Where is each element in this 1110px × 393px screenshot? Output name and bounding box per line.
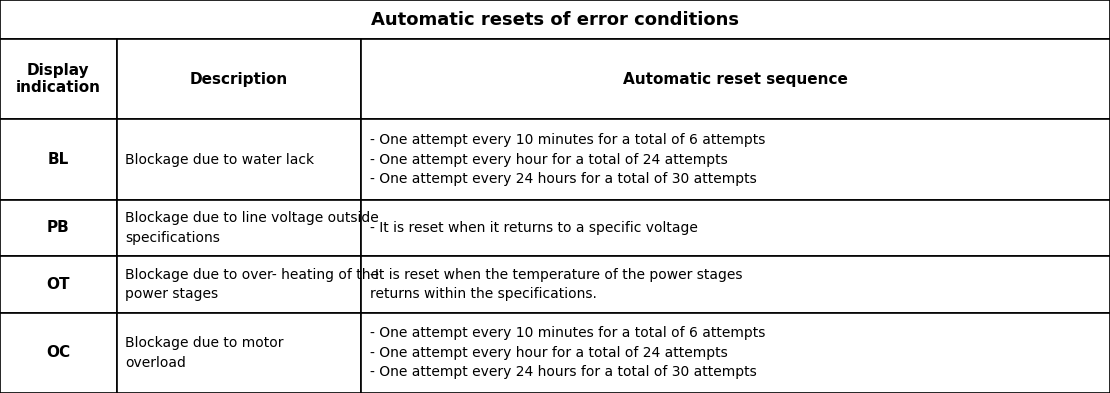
Bar bbox=[361, 256, 1110, 313]
Text: -It is reset when the temperature of the power stages
returns within the specifi: -It is reset when the temperature of the… bbox=[370, 268, 743, 301]
Text: BL: BL bbox=[48, 152, 69, 167]
Bar bbox=[361, 200, 1110, 256]
Bar bbox=[0, 0, 1110, 39]
Bar bbox=[117, 39, 361, 119]
Text: - It is reset when it returns to a specific voltage: - It is reset when it returns to a speci… bbox=[370, 221, 697, 235]
Text: Automatic resets of error conditions: Automatic resets of error conditions bbox=[371, 11, 739, 29]
Bar bbox=[117, 119, 361, 200]
Text: Blockage due to line voltage outside
specifications: Blockage due to line voltage outside spe… bbox=[125, 211, 380, 245]
Text: PB: PB bbox=[47, 220, 70, 235]
Bar bbox=[0, 119, 117, 200]
Text: Blockage due to over- heating of the
power stages: Blockage due to over- heating of the pow… bbox=[125, 268, 380, 301]
Bar bbox=[0, 256, 117, 313]
Bar bbox=[361, 313, 1110, 393]
Text: Blockage due to motor
overload: Blockage due to motor overload bbox=[125, 336, 284, 369]
Bar bbox=[117, 200, 361, 256]
Bar bbox=[361, 39, 1110, 119]
Text: - One attempt every 10 minutes for a total of 6 attempts
- One attempt every hou: - One attempt every 10 minutes for a tot… bbox=[370, 133, 765, 186]
Bar bbox=[117, 313, 361, 393]
Bar bbox=[0, 313, 117, 393]
Bar bbox=[361, 119, 1110, 200]
Text: OC: OC bbox=[47, 345, 70, 360]
Text: Automatic reset sequence: Automatic reset sequence bbox=[623, 72, 848, 87]
Text: Description: Description bbox=[190, 72, 287, 87]
Text: Blockage due to water lack: Blockage due to water lack bbox=[125, 152, 314, 167]
Text: - One attempt every 10 minutes for a total of 6 attempts
- One attempt every hou: - One attempt every 10 minutes for a tot… bbox=[370, 326, 765, 379]
Bar bbox=[0, 200, 117, 256]
Text: OT: OT bbox=[47, 277, 70, 292]
Text: Display
indication: Display indication bbox=[16, 63, 101, 95]
Bar bbox=[117, 256, 361, 313]
Bar bbox=[0, 39, 117, 119]
